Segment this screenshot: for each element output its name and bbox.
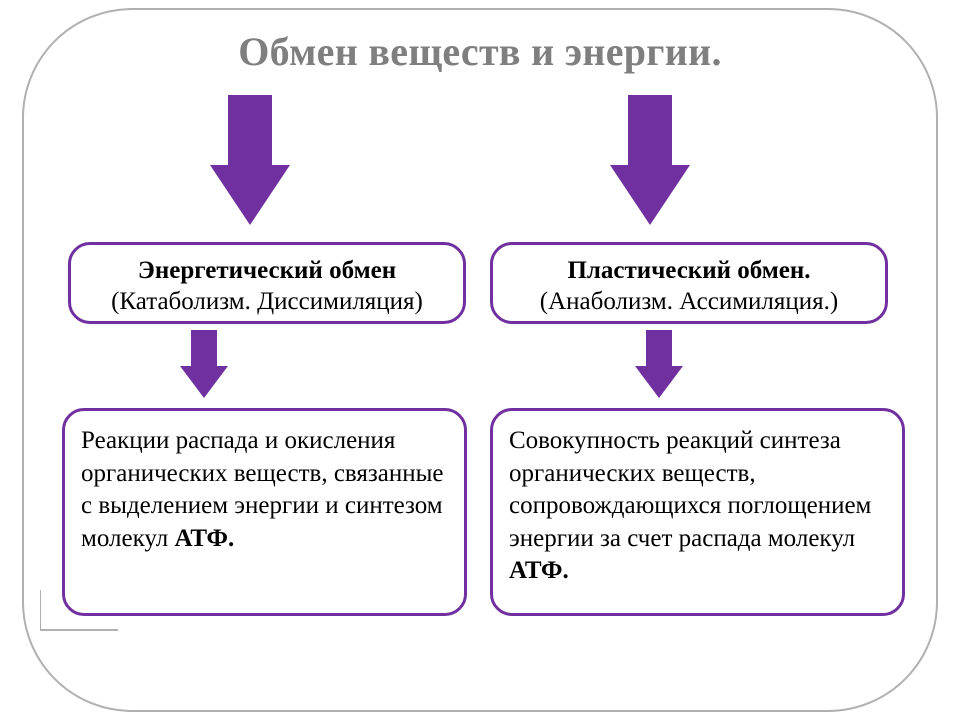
- box-plastic-title: Пластический обмен.: [499, 255, 879, 286]
- stray-notch: [40, 590, 118, 636]
- arrow-big-left: [210, 95, 290, 225]
- box-energetic-sub: (Катаболизм. Диссимиляция): [77, 286, 457, 317]
- arrow-big-right: [610, 95, 690, 225]
- desc-left-atf: АТФ.: [174, 525, 234, 552]
- desc-left-text: Реакции распада и окисления органических…: [81, 427, 444, 552]
- box-plastic: Пластический обмен. (Анаболизм. Ассимиля…: [490, 242, 888, 324]
- box-energetic-desc: Реакции распада и окисления органических…: [62, 408, 467, 616]
- arrow-small-right: [635, 330, 683, 398]
- box-energetic-title: Энергетический обмен: [77, 255, 457, 286]
- diagram-title: Обмен веществ и энергии.: [0, 28, 960, 75]
- box-plastic-sub: (Анаболизм. Ассимиляция.): [499, 286, 879, 317]
- box-energetic: Энергетический обмен (Катаболизм. Диссим…: [68, 242, 466, 324]
- desc-right-text: Совокупность реакций синтеза органически…: [509, 427, 871, 552]
- arrow-small-left: [180, 330, 228, 398]
- desc-right-atf: АТФ.: [509, 557, 569, 584]
- box-plastic-desc: Совокупность реакций синтеза органически…: [490, 408, 905, 616]
